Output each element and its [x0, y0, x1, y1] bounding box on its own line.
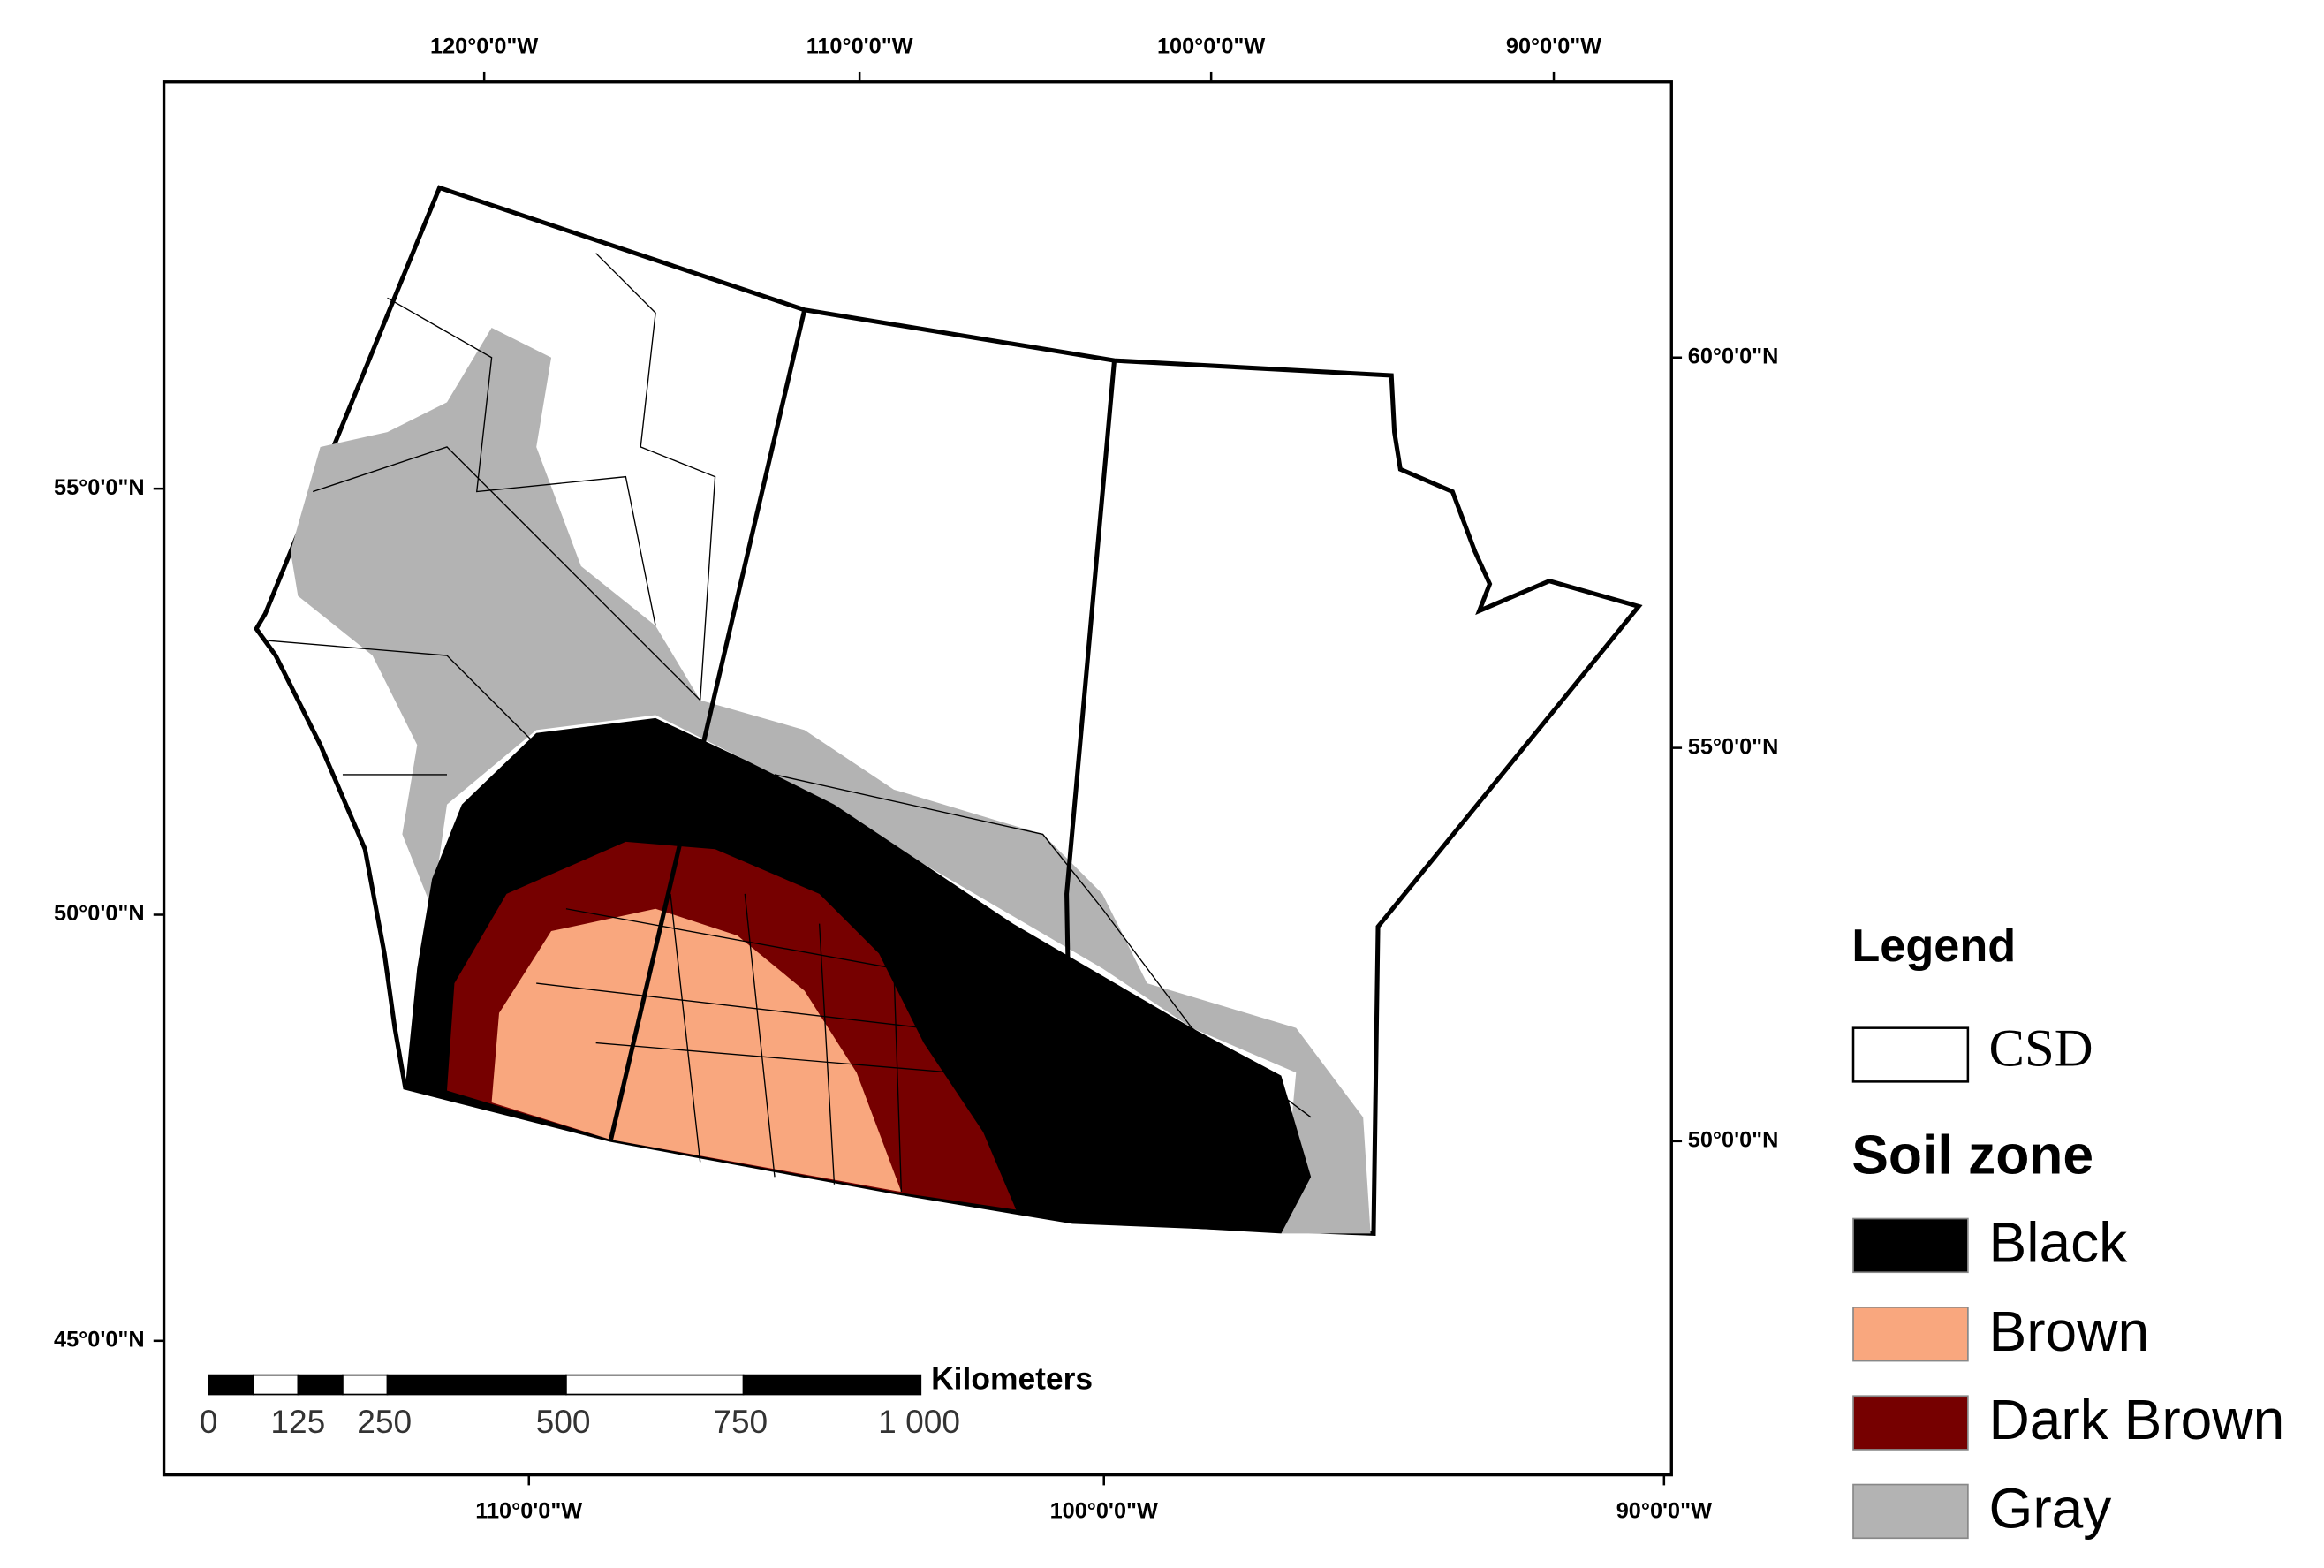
longitude-label: 90°0'0"W — [1616, 1498, 1712, 1523]
scale-unit: Kilometers — [931, 1361, 1093, 1397]
legend-swatch — [1852, 1395, 1969, 1451]
legend-label: Brown — [1988, 1299, 2149, 1363]
latitude-label: 45°0'0"N — [54, 1328, 145, 1352]
province-border-ab-sk — [609, 309, 807, 1140]
graticule-ticks — [153, 71, 1683, 1486]
latitude-label: 50°0'0"N — [1688, 1128, 1779, 1153]
longitude-label: 100°0'0"W — [1050, 1498, 1158, 1523]
scale-tick-label: 1 000 — [878, 1403, 960, 1440]
legend-csd-label: CSD — [1988, 1019, 2093, 1078]
scale-segment — [742, 1374, 922, 1396]
latitude-label: 50°0'0"N — [54, 901, 145, 926]
csd-lines — [268, 253, 1312, 1193]
legend-label: Gray — [1988, 1477, 2111, 1541]
legend-swatch — [1852, 1217, 1969, 1274]
legend-title: Legend — [1851, 920, 2016, 972]
scale-segment — [342, 1374, 389, 1396]
longitude-label: 110°0'0"W — [806, 34, 913, 59]
scale-segment — [386, 1374, 567, 1396]
latitude-label: 55°0'0"N — [54, 475, 145, 500]
scale-tick-label: 250 — [357, 1403, 412, 1440]
longitude-label: 110°0'0"W — [475, 1498, 582, 1523]
soil-brown — [491, 908, 902, 1193]
longitude-label: 120°0'0"W — [430, 34, 538, 59]
scale-tick-label: 125 — [270, 1403, 325, 1440]
latitude-label: 55°0'0"N — [1688, 734, 1779, 759]
scale-segment — [297, 1374, 344, 1396]
legend-swatch — [1852, 1483, 1969, 1540]
scale-segment — [565, 1374, 745, 1396]
scale-tick-label: 500 — [536, 1403, 591, 1440]
provinces — [254, 185, 1643, 1237]
scale-segment — [208, 1374, 254, 1396]
legend-soil-title: Soil zone — [1851, 1125, 2093, 1186]
soil-gray — [290, 328, 1371, 1234]
scale-bar — [208, 1374, 922, 1396]
legend-swatch — [1852, 1307, 1969, 1362]
legend-label: Dark Brown — [1988, 1388, 2284, 1451]
longitude-label: 100°0'0"W — [1157, 34, 1265, 59]
scale-tick-label: 750 — [713, 1403, 768, 1440]
province-border-sk-mb — [1064, 360, 1117, 1222]
latitude-label: 60°0'0"N — [1688, 344, 1779, 368]
legend-label: Black — [1988, 1210, 2128, 1274]
longitude-label: 90°0'0"W — [1506, 34, 1601, 59]
legend-csd-swatch — [1851, 1026, 1970, 1083]
scale-segment — [252, 1374, 299, 1396]
scale-tick-label: 0 — [200, 1403, 218, 1440]
